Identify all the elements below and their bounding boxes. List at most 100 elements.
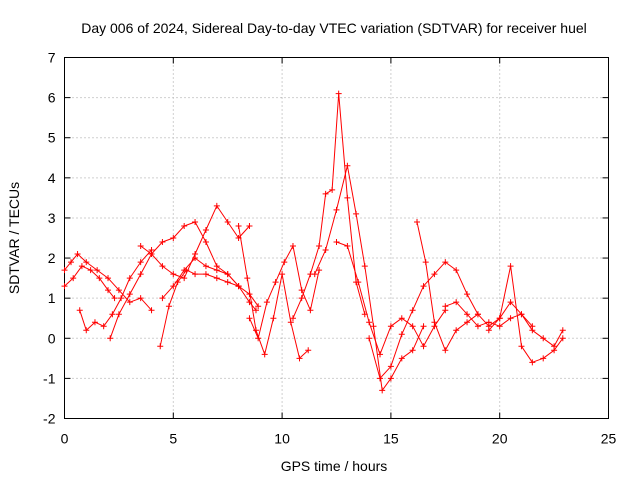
data-point [202, 239, 209, 246]
data-point [333, 206, 340, 213]
y-tick-label: 3 [48, 210, 56, 226]
data-point [387, 375, 394, 382]
data-point [518, 311, 525, 318]
data-point [281, 259, 288, 266]
data-point [115, 311, 122, 318]
series-line [416, 221, 533, 351]
data-point [355, 279, 362, 286]
data-point [529, 359, 536, 366]
data-point [100, 323, 107, 330]
data-point [551, 347, 558, 354]
data-point [453, 267, 460, 274]
data-point [420, 343, 427, 350]
data-point [76, 307, 83, 314]
data-point [224, 279, 231, 286]
data-point [224, 218, 231, 225]
data-point [107, 335, 114, 342]
data-point [307, 307, 314, 314]
series-13 [366, 259, 481, 382]
data-point [261, 351, 268, 358]
data-point [105, 275, 112, 282]
data-point [329, 186, 336, 193]
series-8 [235, 222, 312, 362]
data-point [70, 275, 77, 282]
data-point [322, 190, 329, 197]
series-1 [61, 251, 155, 314]
data-point [246, 222, 253, 229]
data-point [377, 351, 384, 358]
data-point [157, 343, 164, 350]
data-point [298, 287, 305, 294]
data-point [464, 291, 471, 298]
plot-frame [64, 57, 609, 419]
data-point [485, 327, 492, 334]
data-point [409, 323, 416, 330]
data-point [540, 355, 547, 362]
data-point [192, 255, 199, 262]
data-point [289, 243, 296, 250]
data-point [409, 307, 416, 314]
data-point [170, 271, 177, 278]
data-point [213, 275, 220, 282]
data-point [559, 327, 566, 334]
data-point [235, 222, 242, 229]
data-point [61, 283, 68, 290]
data-point [298, 295, 305, 302]
series-line [314, 165, 424, 391]
data-point [202, 226, 209, 233]
data-point [270, 315, 277, 322]
data-point [420, 323, 427, 330]
data-point [398, 355, 405, 362]
data-point [431, 271, 438, 278]
data-point [255, 303, 262, 310]
data-point [148, 251, 155, 258]
data-point [115, 287, 122, 294]
data-point [246, 315, 253, 322]
data-point [235, 283, 242, 290]
data-point [289, 315, 296, 322]
series-line [64, 253, 152, 311]
y-tick-label: -2 [43, 411, 56, 427]
data-point [181, 275, 188, 282]
data-point [370, 323, 377, 330]
series-9 [246, 243, 323, 342]
y-tick-label: 0 [48, 330, 56, 346]
data-point [409, 347, 416, 354]
data-point [453, 327, 460, 334]
series-7 [159, 255, 262, 310]
data-point [442, 303, 449, 310]
data-point [279, 271, 286, 278]
data-point [137, 295, 144, 302]
y-tick-label: 7 [48, 50, 56, 66]
data-point [316, 243, 323, 250]
data-point [263, 299, 270, 306]
data-point [181, 222, 188, 229]
data-point [74, 251, 81, 258]
series-line [488, 265, 564, 363]
data-point [379, 387, 386, 394]
data-point [192, 218, 199, 225]
data-point [192, 271, 199, 278]
data-point [333, 239, 340, 246]
data-point [507, 299, 514, 306]
data-point [335, 90, 342, 97]
series-line [159, 269, 257, 347]
data-point [137, 271, 144, 278]
data-point [361, 263, 368, 270]
y-tick-label: 4 [48, 170, 56, 186]
data-point [366, 335, 373, 342]
data-point [344, 194, 351, 201]
series-line [64, 265, 115, 299]
data-point [431, 319, 438, 326]
data-point [83, 327, 90, 334]
chart-title: Day 006 of 2024, Sidereal Day-to-day VTE… [81, 20, 587, 36]
data-point [244, 275, 251, 282]
data-point [287, 319, 294, 326]
data-point [398, 315, 405, 322]
data-point [224, 271, 231, 278]
series-14 [414, 218, 536, 354]
y-tick-label: 2 [48, 250, 56, 266]
data-point [414, 218, 421, 225]
y-tick-label: 1 [48, 290, 56, 306]
